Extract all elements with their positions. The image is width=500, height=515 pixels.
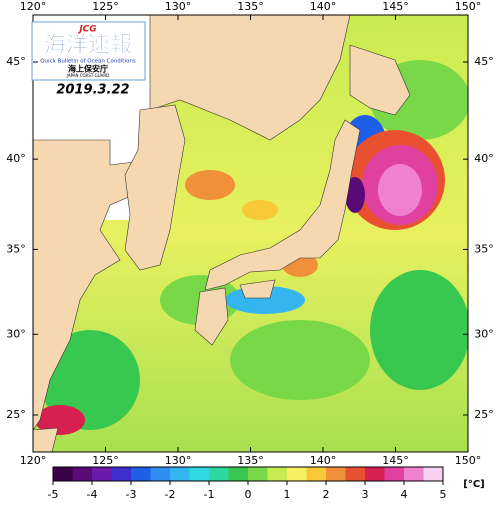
colorbar-label: -2 (165, 488, 176, 501)
logo: JCG 海洋速報 Quick Bulletin of Ocean Conditi… (31, 21, 146, 98)
lon-label: 145° (382, 454, 409, 467)
logo-agency: 海上保安庁 (68, 64, 108, 74)
lat-label: 25° (6, 408, 26, 421)
lon-label: 140° (310, 0, 337, 13)
lon-label: 140° (310, 454, 337, 467)
colorbar-segment (423, 467, 444, 481)
lat-label: 30° (6, 327, 26, 340)
colorbar-segment (111, 467, 132, 481)
date: 2019.3.22 (56, 83, 129, 98)
lat-label: 35° (474, 242, 494, 255)
colorbar-label: -5 (48, 488, 59, 501)
lat-label: 40° (474, 152, 494, 165)
lat-label: 45° (474, 55, 494, 68)
colorbar-segment (150, 467, 171, 481)
lon-label: 150° (455, 454, 482, 467)
lon-label: 150° (455, 0, 482, 13)
colorbar-unit: [°C] (463, 479, 484, 490)
lat-label: 35° (6, 242, 26, 255)
lat-label: 40° (6, 152, 26, 165)
colorbar-segment (209, 467, 229, 481)
lon-label: 130° (165, 0, 192, 13)
logo-mark: JCG (77, 25, 96, 35)
lat-label: 25° (474, 408, 494, 421)
colorbar-segment (53, 467, 73, 481)
colorbar-segment (170, 467, 190, 481)
map-area (33, 15, 468, 452)
lat-label: 45° (6, 55, 26, 68)
lon-label: 125° (92, 0, 119, 13)
colorbar-segment (131, 467, 151, 481)
lat-label: 30° (474, 327, 494, 340)
colorbar-label: 4 (401, 488, 408, 501)
colorbar-segment (384, 467, 405, 481)
colorbar-segment (326, 467, 346, 481)
land (33, 15, 411, 452)
colorbar-segment (248, 467, 268, 481)
lon-label: 145° (382, 0, 409, 13)
lon-label: 135° (237, 0, 264, 13)
logo-subtitle: Quick Bulletin of Ocean Conditions (40, 59, 136, 65)
colorbar-segment (345, 467, 366, 481)
colorbar-segment (267, 467, 288, 481)
logo-agency-en: JAPAN COAST GUARD (66, 73, 110, 78)
colorbar-label: -3 (126, 488, 137, 501)
logo-title: 海洋速報 (44, 32, 133, 58)
colorbar-segment (287, 467, 307, 481)
colorbar-label: -4 (87, 488, 98, 501)
colorbar-label: 2 (323, 488, 330, 501)
lon-label: 125° (92, 454, 119, 467)
lon-label: 135° (237, 454, 264, 467)
lon-label: 130° (165, 454, 192, 467)
colorbar-label: 0 (245, 488, 252, 501)
colorbar-segment (228, 467, 249, 481)
lon-label: 120° (20, 0, 47, 13)
colorbar-segment (189, 467, 210, 481)
colorbar-segment (92, 467, 112, 481)
logo-box (31, 21, 146, 81)
colorbar-label: 5 (440, 488, 447, 501)
colorbar-label: 1 (284, 488, 291, 501)
colorbar-segment (306, 467, 327, 481)
colorbar-label: 3 (362, 488, 369, 501)
colorbar-segment (365, 467, 385, 481)
colorbar-segment (72, 467, 93, 481)
colorbar-label: -1 (204, 488, 215, 501)
colorbar-segment (404, 467, 424, 481)
lon-label: 120° (20, 454, 47, 467)
